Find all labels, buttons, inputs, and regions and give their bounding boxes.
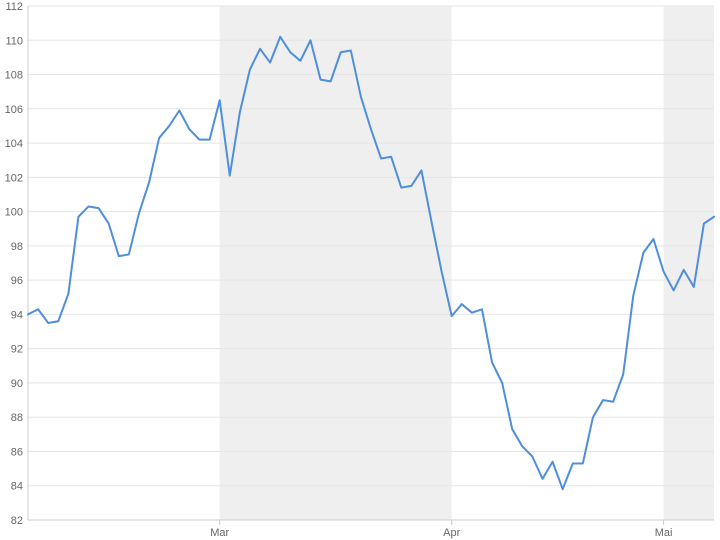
y-tick-label: 82 <box>11 515 23 527</box>
y-tick-label: 98 <box>11 241 23 253</box>
y-tick-label: 104 <box>5 138 23 150</box>
y-tick-label: 94 <box>11 309 23 321</box>
y-tick-label: 102 <box>5 172 23 184</box>
month-band <box>664 6 714 520</box>
x-tick-label: Apr <box>443 527 460 539</box>
y-tick-label: 100 <box>5 207 23 219</box>
y-tick-label: 106 <box>5 104 23 116</box>
y-tick-label: 110 <box>5 35 23 47</box>
y-tick-label: 90 <box>11 378 23 390</box>
y-tick-label: 92 <box>11 344 23 356</box>
month-band <box>220 6 452 520</box>
line-chart: 82 84 86 88 90 92 94 96 98 100 102 104 106 108 110 112 M… <box>0 0 720 540</box>
y-tick-label: 84 <box>11 481 23 493</box>
y-tick-label: 108 <box>5 70 23 82</box>
chart-svg: 82 84 86 88 90 92 94 96 98 100 102 104 106 108 110 112 M… <box>0 0 720 540</box>
y-tick-label: 88 <box>11 412 23 424</box>
y-tick-label: 112 <box>5 1 23 13</box>
x-tick-label: Mar <box>210 527 229 539</box>
x-tick-label: Mai <box>655 527 673 539</box>
y-tick-label: 86 <box>11 446 23 458</box>
y-tick-label: 96 <box>11 275 23 287</box>
